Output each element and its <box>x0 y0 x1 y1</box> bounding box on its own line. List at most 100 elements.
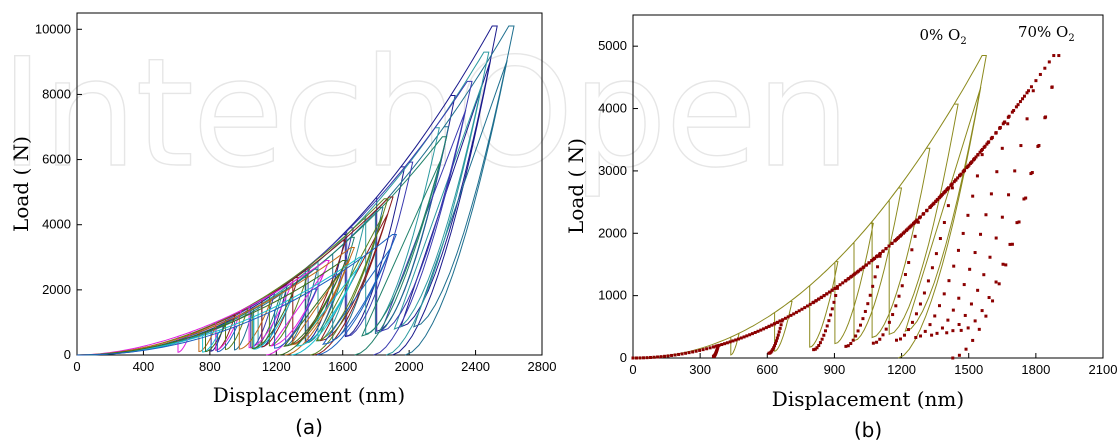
chart-a-series-11-line <box>77 234 398 356</box>
chart-b-data-point <box>971 158 975 162</box>
chart-b-plot-frame <box>632 14 1104 359</box>
chart-b-data-point <box>774 339 778 343</box>
chart-b-data-point <box>963 168 967 172</box>
chart-b-data-point <box>838 283 842 287</box>
chart-a-y-tick-label: 2000 <box>42 282 71 297</box>
chart-b-data-point <box>687 351 691 355</box>
chart-b-data-point <box>1012 108 1016 112</box>
chart-b-x-axis-label: Displacement (nm) <box>772 387 964 411</box>
chart-b-data-point <box>815 346 819 350</box>
chart-b-data-point <box>951 356 955 360</box>
chart-b-data-point <box>835 286 839 290</box>
chart-b-data-point <box>677 352 681 356</box>
chart-b-data-point <box>936 197 940 201</box>
chart-b-data-point <box>1007 114 1011 118</box>
chart-b-data-point <box>659 355 663 359</box>
chart-b-data-point <box>945 331 949 335</box>
chart-b-data-point <box>866 302 870 306</box>
chart-b-data-point <box>895 338 899 342</box>
chart-b-data-point <box>742 335 746 339</box>
chart-b-data-point <box>854 334 858 338</box>
chart-b-data-point <box>985 142 989 146</box>
chart-b-data-point <box>932 201 936 205</box>
chart-b-data-point <box>980 309 984 313</box>
chart-b-data-point <box>881 249 885 253</box>
chart-b-data-point <box>638 356 642 360</box>
chart-b-data-point <box>878 337 882 341</box>
chart-b-data-point <box>951 308 955 312</box>
chart-b-x-tick-label: 900 <box>824 362 846 377</box>
chart-b-data-point <box>705 347 709 351</box>
chart-b-data-point <box>1001 262 1005 266</box>
chart-b-data-point <box>844 344 848 348</box>
chart-b-data-point <box>895 237 899 241</box>
chart-b-data-point <box>775 336 779 340</box>
chart-b-data-point <box>930 204 934 208</box>
chart-a-x-tick-label: 2400 <box>461 359 490 374</box>
chart-b-data-point <box>794 310 798 314</box>
chart-b-data-point <box>834 294 838 298</box>
chart-b-data-point <box>957 353 961 357</box>
chart-b-data-point <box>652 355 656 359</box>
chart-b-data-point <box>772 322 776 326</box>
chart-b-data-point <box>1025 91 1029 95</box>
chart-b-data-point <box>748 333 752 337</box>
chart-b-data-point <box>717 343 721 347</box>
chart-b-data-point <box>914 219 918 223</box>
chart-b-data-point <box>939 194 943 198</box>
chart-b-data-point <box>942 191 946 195</box>
chart-b-data-point <box>775 320 779 324</box>
chart-b-data-point <box>841 281 845 285</box>
chart-b-annotation: 70% O2 <box>1018 23 1075 44</box>
chart-b-data-point <box>1008 242 1012 246</box>
chart-b-data-point <box>871 284 875 288</box>
chart-b-data-point <box>968 267 972 271</box>
chart-b-data-point <box>871 341 875 345</box>
chart-b-data-point <box>767 324 771 328</box>
chart-b-data-point <box>907 261 911 265</box>
chart-b-data-point <box>914 312 918 316</box>
chart-b-data-point <box>919 334 923 338</box>
chart-b-data-point <box>987 296 991 300</box>
chart-b-data-point <box>874 255 878 259</box>
chart-b-data-point <box>786 315 790 319</box>
chart-b-data-point <box>890 241 894 245</box>
chart-b-data-point <box>1022 197 1026 201</box>
chart-b-data-point <box>957 296 961 300</box>
chart-b-data-point <box>745 334 749 338</box>
chart-b-data-point <box>925 209 929 213</box>
chart-b-data-point <box>1047 60 1051 64</box>
chart-b-data-point <box>967 163 971 167</box>
chart-b-data-point <box>1052 54 1056 58</box>
chart-b-data-point <box>817 344 821 348</box>
chart-b-data-point <box>812 300 816 304</box>
chart-b-data-point <box>945 188 949 192</box>
chart-b-data-point <box>1019 144 1023 148</box>
chart-b-data-point <box>663 354 667 358</box>
chart-b-data-point <box>734 338 738 342</box>
chart-b-data-point <box>822 294 826 298</box>
chart-b-data-point <box>711 345 715 349</box>
chart-a-caption: (a) <box>295 415 323 439</box>
chart-b-data-point <box>975 174 979 178</box>
chart-b-data-point <box>966 213 970 217</box>
chart-b-data-point <box>832 300 836 304</box>
chart-b-data-point <box>847 276 851 280</box>
chart-b-data-point <box>1013 169 1017 173</box>
chart-b-data-point <box>917 216 921 220</box>
chart-b-data-point <box>830 307 834 311</box>
chart-b-data-point <box>938 195 942 199</box>
chart-b-data-point <box>933 314 937 318</box>
chart-b-data-point <box>937 304 941 308</box>
chart-b-series <box>631 54 1061 360</box>
chart-b-caption: (b) <box>854 418 882 442</box>
chart-b-data-point <box>921 212 925 216</box>
chart-b-data-point <box>991 299 995 303</box>
chart-b: 0 300 600 900 1200 1500 1800 2100 0 1000 2000 3000 4… <box>564 14 1117 442</box>
chart-b-data-point <box>723 342 727 346</box>
chart-b-data-point <box>956 176 960 180</box>
chart-b-data-point <box>923 329 927 333</box>
chart-b-data-point <box>728 340 732 344</box>
chart-b-data-point <box>778 319 782 323</box>
chart-b-data-point <box>855 270 859 274</box>
